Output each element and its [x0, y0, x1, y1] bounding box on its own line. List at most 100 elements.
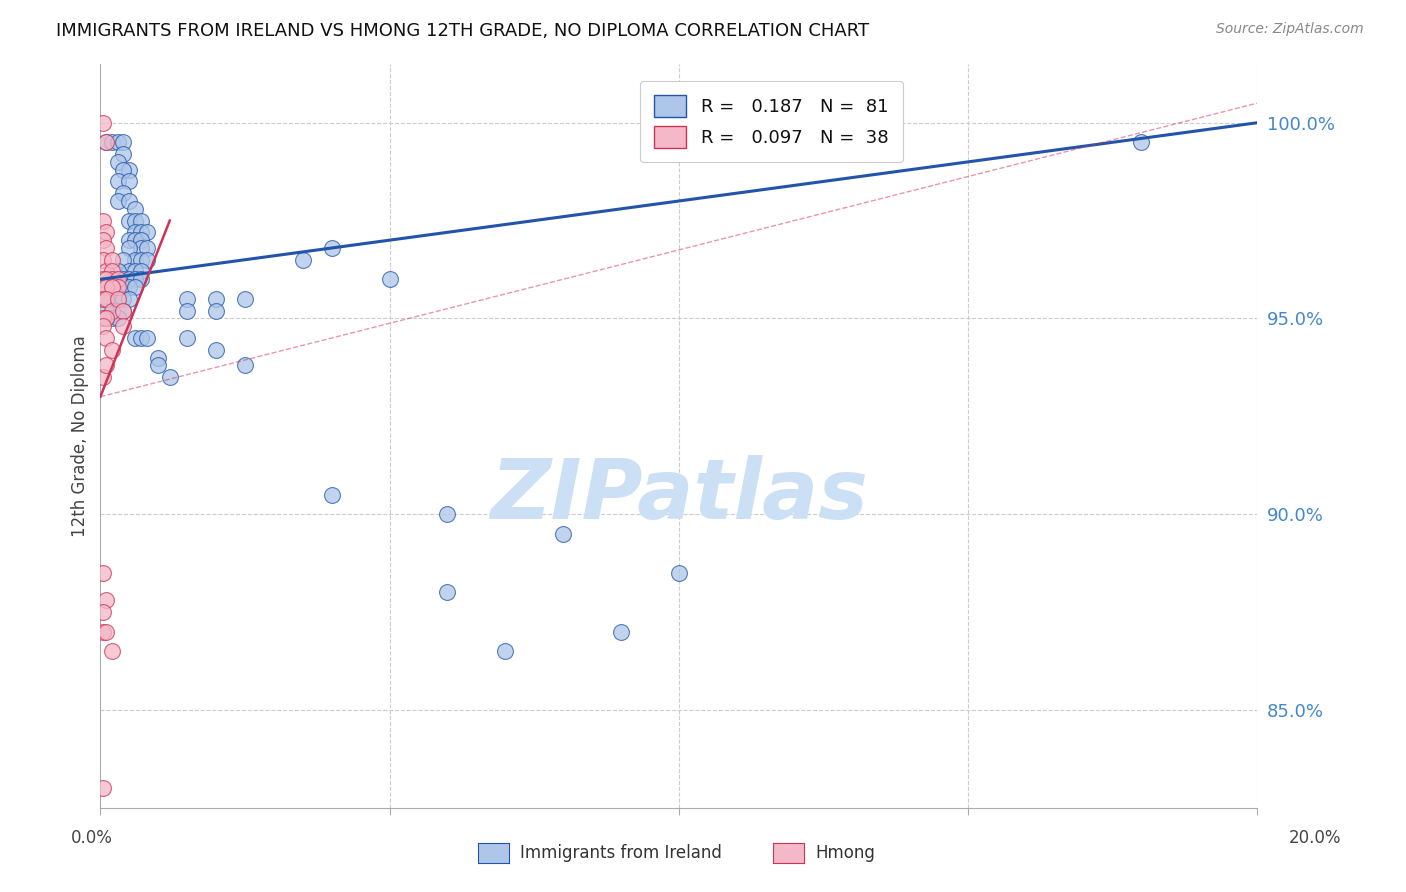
Point [129, 264, 152, 278]
Text: Source: ZipAtlas.com: Source: ZipAtlas.com [1216, 22, 1364, 37]
Point [118, 194, 141, 208]
Point [107, 272, 129, 286]
Point [91, 233, 114, 247]
Point [91, 280, 114, 294]
Point [118, 264, 141, 278]
Point [118, 241, 141, 255]
Point [205, 343, 228, 357]
Point [129, 233, 152, 247]
Point [112, 303, 135, 318]
Point [94, 311, 117, 326]
Point [129, 213, 152, 227]
Point [101, 303, 124, 318]
Point [124, 233, 146, 247]
Point [118, 272, 141, 286]
Point [91, 116, 114, 130]
Point [129, 225, 152, 239]
Point [378, 272, 401, 286]
Point [610, 624, 633, 639]
Point [101, 252, 124, 267]
Point [233, 359, 256, 373]
Point [135, 225, 157, 239]
Point [107, 280, 129, 294]
Point [91, 311, 114, 326]
Point [112, 186, 135, 201]
Text: IMMIGRANTS FROM IRELAND VS HMONG 12TH GRADE, NO DIPLOMA CORRELATION CHART: IMMIGRANTS FROM IRELAND VS HMONG 12TH GR… [56, 22, 869, 40]
Point [107, 264, 129, 278]
Point [101, 303, 124, 318]
Text: Immigrants from Ireland: Immigrants from Ireland [520, 844, 723, 862]
Point [135, 331, 157, 345]
Point [107, 303, 129, 318]
Text: ZIPatlas: ZIPatlas [489, 455, 868, 536]
Point [94, 280, 117, 294]
Point [94, 624, 117, 639]
Point [129, 272, 152, 286]
Point [112, 136, 135, 150]
Point [94, 136, 117, 150]
Point [124, 280, 146, 294]
Point [91, 252, 114, 267]
Point [91, 319, 114, 334]
Point [94, 136, 117, 150]
Legend: R =   0.187   N =  81, R =   0.097   N =  38: R = 0.187 N = 81, R = 0.097 N = 38 [640, 80, 903, 162]
Point [91, 370, 114, 384]
Point [124, 213, 146, 227]
Point [129, 241, 152, 255]
Point [1130, 136, 1153, 150]
Point [112, 292, 135, 306]
Point [101, 644, 124, 658]
Point [101, 311, 124, 326]
Point [94, 264, 117, 278]
Point [107, 292, 129, 306]
Point [94, 241, 117, 255]
Point [101, 264, 124, 278]
Point [291, 252, 314, 267]
Point [494, 644, 516, 658]
Point [107, 292, 129, 306]
Point [112, 280, 135, 294]
Point [321, 487, 343, 501]
Point [205, 303, 228, 318]
Point [148, 359, 170, 373]
Point [91, 272, 114, 286]
Point [124, 225, 146, 239]
Point [129, 252, 152, 267]
Point [91, 292, 114, 306]
Point [94, 280, 117, 294]
Point [118, 162, 141, 177]
Point [135, 252, 157, 267]
Point [101, 272, 124, 286]
Point [91, 624, 114, 639]
Point [148, 351, 170, 365]
Point [176, 331, 198, 345]
Point [91, 213, 114, 227]
Point [112, 252, 135, 267]
Point [124, 202, 146, 216]
Point [176, 303, 198, 318]
Point [91, 780, 114, 795]
Point [107, 194, 129, 208]
Point [176, 292, 198, 306]
Point [107, 154, 129, 169]
Point [321, 241, 343, 255]
Point [159, 370, 181, 384]
Point [107, 174, 129, 188]
Point [112, 319, 135, 334]
Point [124, 264, 146, 278]
Point [135, 241, 157, 255]
Point [233, 292, 256, 306]
Text: 20.0%: 20.0% [1288, 829, 1341, 847]
Point [124, 272, 146, 286]
Point [107, 136, 129, 150]
Point [118, 233, 141, 247]
Point [436, 585, 458, 599]
Point [129, 331, 152, 345]
Point [94, 225, 117, 239]
Point [118, 280, 141, 294]
Point [112, 272, 135, 286]
Point [94, 331, 117, 345]
Point [205, 292, 228, 306]
Text: Hmong: Hmong [815, 844, 876, 862]
Point [112, 147, 135, 161]
